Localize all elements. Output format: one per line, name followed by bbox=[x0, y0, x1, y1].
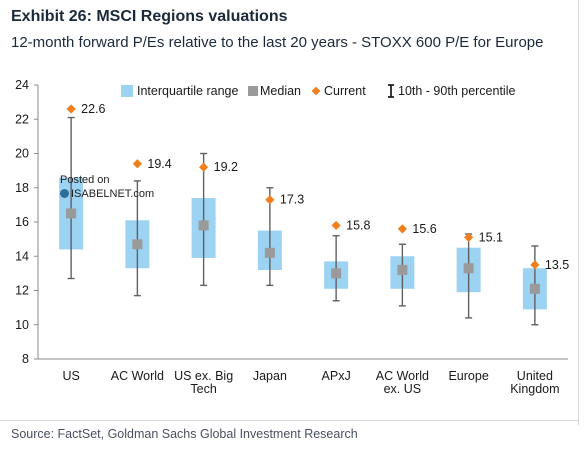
median-marker bbox=[198, 220, 209, 231]
x-tick-label: US bbox=[62, 369, 79, 383]
current-data-label: 17.3 bbox=[280, 193, 304, 207]
watermark-line2: ISABELNET.com bbox=[60, 188, 154, 200]
legend-iqr-swatch bbox=[121, 85, 133, 97]
median-marker bbox=[132, 239, 143, 250]
y-tick-label: 24 bbox=[15, 78, 29, 92]
current-marker bbox=[397, 224, 407, 234]
y-tick-label: 16 bbox=[15, 215, 29, 229]
y-tick-label: 18 bbox=[15, 181, 29, 195]
current-data-label: 22.6 bbox=[81, 102, 105, 116]
y-tick-label: 12 bbox=[15, 284, 29, 298]
frame-right-border bbox=[578, 0, 579, 425]
watermark-line2-text: ISABELNET.com bbox=[71, 188, 155, 200]
current-marker bbox=[66, 104, 76, 114]
chart-area: 8 10 12 14 16 18 20 22 24 22.6 US 19.4 AC World 19.2 U… bbox=[0, 70, 586, 415]
current-marker bbox=[132, 159, 142, 169]
current-marker bbox=[265, 195, 275, 205]
chart-title: Exhibit 26: MSCI Regions valuations bbox=[11, 8, 288, 25]
median-marker bbox=[66, 208, 77, 219]
watermark: Posted on ISABELNET.com bbox=[60, 174, 154, 200]
current-marker bbox=[199, 162, 209, 172]
x-tick-label: APxJ bbox=[322, 369, 351, 383]
globe-icon bbox=[60, 189, 69, 198]
median-marker bbox=[331, 268, 342, 279]
current-data-label: 15.8 bbox=[346, 218, 370, 232]
x-tick-label: Japan bbox=[253, 369, 287, 383]
current-data-label: 19.4 bbox=[147, 157, 171, 171]
current-marker bbox=[530, 260, 540, 270]
legend-median-swatch bbox=[248, 86, 258, 96]
source-note: Source: FactSet, Goldman Sachs Global In… bbox=[11, 427, 358, 441]
legend-iqr-label: Interquartile range bbox=[137, 84, 239, 98]
y-tick-label: 20 bbox=[15, 147, 29, 161]
x-tick-label: AC World bbox=[111, 369, 164, 383]
frame-bottom-border bbox=[0, 420, 579, 421]
x-tick-label: AC World bbox=[376, 369, 429, 383]
current-data-label: 19.2 bbox=[214, 160, 238, 174]
median-marker bbox=[463, 263, 474, 274]
median-marker bbox=[529, 283, 540, 294]
chart-subtitle: 12-month forward P/Es relative to the la… bbox=[11, 34, 544, 51]
current-marker bbox=[331, 220, 341, 231]
legend-current-swatch bbox=[311, 86, 321, 96]
x-tick-label: United bbox=[517, 369, 553, 383]
x-tick-label: Kingdom bbox=[510, 382, 559, 396]
current-data-label: 13.5 bbox=[545, 258, 569, 272]
x-tick-label: Tech bbox=[190, 382, 216, 396]
y-tick-label: 8 bbox=[22, 352, 29, 366]
x-tick-label: Europe bbox=[448, 369, 488, 383]
y-tick-label: 14 bbox=[15, 249, 29, 263]
x-tick-label: US ex. Big bbox=[174, 369, 233, 383]
y-tick-label: 10 bbox=[15, 318, 29, 332]
current-marker bbox=[464, 232, 474, 243]
y-tick-label: 22 bbox=[15, 112, 29, 126]
median-marker bbox=[397, 264, 408, 275]
x-tick-label: ex. US bbox=[384, 382, 422, 396]
legend-median-label: Median bbox=[260, 84, 301, 98]
current-data-label: 15.6 bbox=[412, 222, 436, 236]
current-data-label: 15.1 bbox=[479, 230, 503, 244]
legend-whisker-label: 10th - 90th percentile bbox=[398, 84, 515, 98]
box-chart: 8 10 12 14 16 18 20 22 24 22.6 US 19.4 AC World 19.2 U… bbox=[15, 78, 569, 396]
legend-current-label: Current bbox=[324, 84, 366, 98]
watermark-line1: Posted on bbox=[60, 174, 110, 186]
median-marker bbox=[264, 247, 275, 258]
